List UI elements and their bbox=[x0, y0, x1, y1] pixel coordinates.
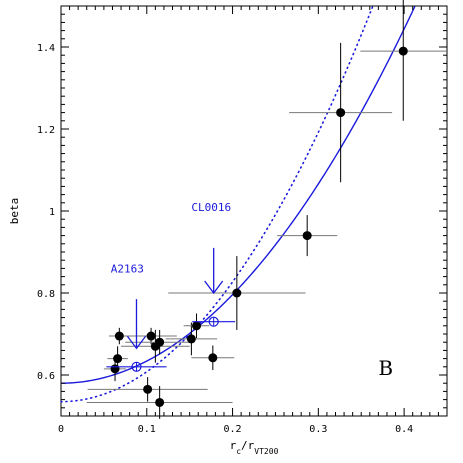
annotation-arrow-head bbox=[126, 335, 147, 350]
data-point bbox=[186, 334, 196, 344]
data-point bbox=[113, 354, 123, 364]
y-tick-label: 0.6 bbox=[37, 371, 55, 382]
y-tick-label: 1 bbox=[49, 207, 55, 218]
x-tick-label: 0.1 bbox=[138, 424, 156, 435]
x-tick-label: 0 bbox=[58, 424, 64, 435]
data-point bbox=[110, 364, 120, 374]
fit-curve-dotted bbox=[60, 6, 374, 403]
y-tick-label: 1.2 bbox=[37, 125, 55, 136]
data-points bbox=[86, 0, 447, 419]
data-point bbox=[114, 331, 124, 341]
data-point bbox=[208, 353, 218, 363]
annotation-label: A2163 bbox=[111, 263, 144, 276]
data-point bbox=[146, 331, 156, 341]
data-point bbox=[336, 108, 346, 118]
data-point bbox=[302, 231, 312, 241]
y-tick-label: 0.8 bbox=[37, 289, 55, 300]
x-tick-label: 0.3 bbox=[309, 424, 327, 435]
data-point bbox=[232, 288, 242, 298]
data-point bbox=[155, 337, 165, 347]
data-point bbox=[192, 321, 202, 331]
annotations: A2163 CL0016 bbox=[111, 201, 231, 350]
fit-curves bbox=[60, 6, 416, 403]
annotation-label: CL0016 bbox=[191, 201, 231, 214]
panel-label: B bbox=[378, 356, 393, 380]
fit-curve-solid bbox=[61, 6, 416, 384]
annotation-arrow-head bbox=[204, 280, 224, 295]
data-point bbox=[143, 384, 153, 394]
y-axis-label: beta bbox=[8, 198, 21, 225]
axis-ticks: 0 0.1 0.2 0.3 0.4 0.6 0.8 1 1.2 1.4 bbox=[37, 5, 448, 435]
y-tick-label: 1.4 bbox=[37, 43, 55, 54]
data-point bbox=[398, 46, 408, 56]
x-axis-label: rc/rVT200 bbox=[230, 439, 279, 456]
x-tick-label: 0.4 bbox=[395, 424, 413, 435]
x-tick-label: 0.2 bbox=[224, 424, 242, 435]
data-point bbox=[155, 397, 165, 407]
